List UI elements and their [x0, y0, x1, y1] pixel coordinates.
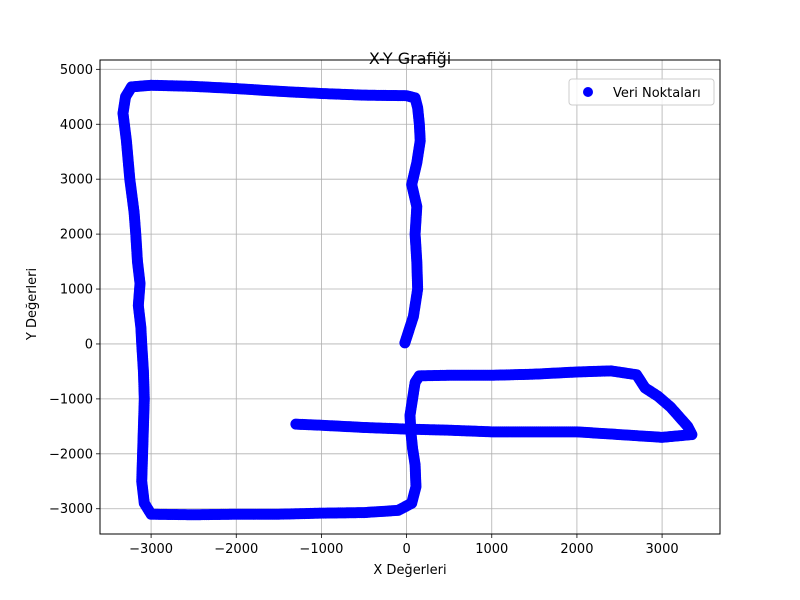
y-tick-label: 0	[85, 337, 93, 352]
y-tick-label: −2000	[49, 447, 93, 462]
x-axis-label: X Değerleri	[373, 563, 446, 578]
y-tick-label: 1000	[60, 283, 93, 298]
y-tick-label: 4000	[60, 118, 93, 133]
x-tick-label: 3000	[646, 542, 679, 557]
y-axis-label: Y Değerleri	[25, 268, 40, 341]
y-tick-label: 5000	[60, 63, 93, 78]
legend-label: Veri Noktaları	[613, 86, 701, 101]
plot-frame	[99, 59, 721, 535]
chart-title: X-Y Grafiği	[369, 49, 451, 68]
legend-marker	[583, 87, 593, 97]
y-tick-label: 3000	[60, 173, 93, 188]
scatter-point	[290, 418, 302, 430]
y-tick-label: −3000	[49, 502, 93, 517]
x-tick-label: −1000	[299, 542, 343, 557]
legend-frame	[568, 78, 715, 106]
y-tick-label: 2000	[60, 228, 93, 243]
x-tick-label: −3000	[129, 542, 173, 557]
x-tick-label: 0	[402, 542, 410, 557]
y-tick-label: −1000	[49, 392, 93, 407]
x-tick-label: 2000	[560, 542, 593, 557]
legend: Veri Noktaları	[568, 78, 715, 106]
x-tick-label: 1000	[475, 542, 508, 557]
x-tick-label: −2000	[214, 542, 258, 557]
axis-ticks: −3000 −2000 −1000 0 1000 2000 3000 −3000 −2000 −1…	[49, 63, 679, 557]
data-points	[117, 79, 698, 521]
